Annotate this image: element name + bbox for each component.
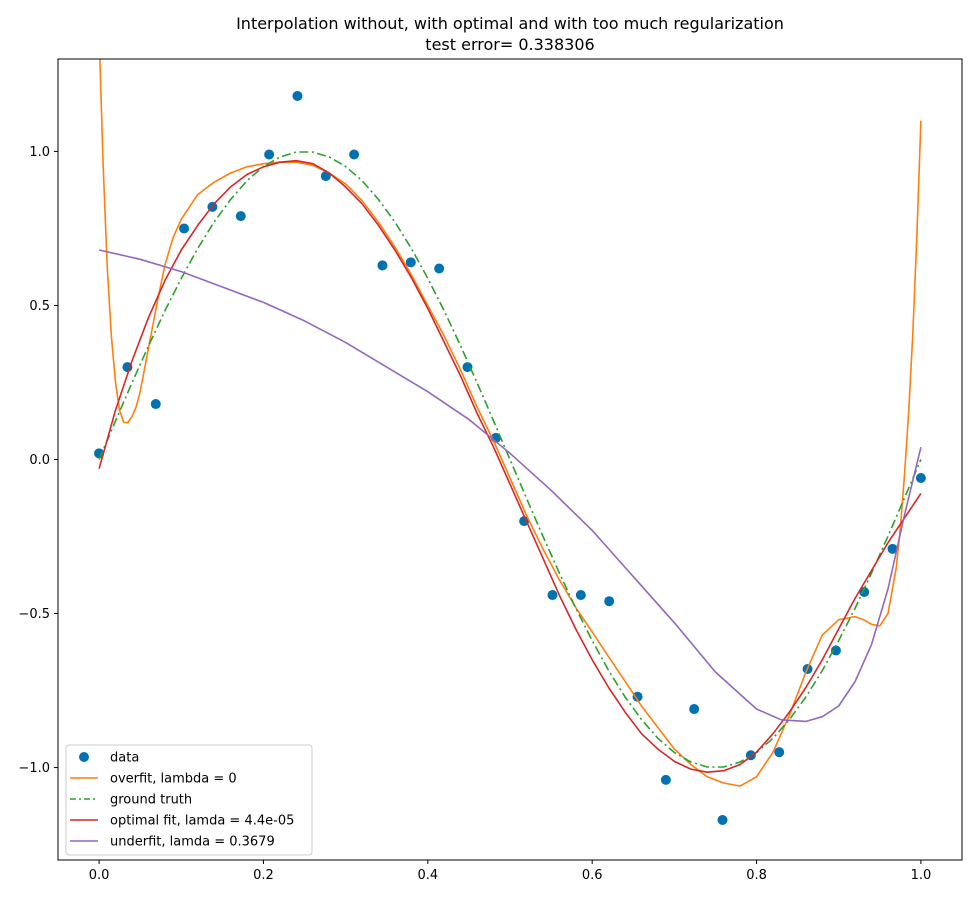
legend-box bbox=[65, 744, 313, 856]
data-point bbox=[859, 586, 870, 597]
data-point bbox=[547, 590, 558, 601]
legend-label: optimal fit, lamda = 4.4e-05 bbox=[110, 814, 294, 829]
data-point bbox=[575, 590, 586, 601]
y-tick-label: −0.5 bbox=[18, 607, 50, 622]
data-point bbox=[349, 149, 360, 160]
data-point bbox=[235, 211, 246, 222]
legend: data overfit, lambda = 0 ground truth optim… bbox=[65, 744, 313, 856]
data-point bbox=[887, 543, 898, 554]
data-point bbox=[320, 171, 331, 182]
data-point bbox=[774, 747, 785, 758]
data-point bbox=[94, 448, 105, 459]
data-point bbox=[434, 263, 445, 274]
chart-title: Interpolation without, with optimal and … bbox=[236, 14, 784, 33]
data-point bbox=[689, 704, 700, 715]
y-tick-label: −1.0 bbox=[18, 761, 50, 776]
y-tick-label: 0.5 bbox=[29, 299, 50, 314]
x-tick-label: 0.6 bbox=[582, 868, 603, 883]
legend-marker bbox=[79, 752, 89, 762]
x-tick-label: 0.4 bbox=[417, 868, 438, 883]
x-tick-label: 0.0 bbox=[89, 868, 110, 883]
data-point bbox=[292, 90, 303, 101]
y-tick-label: 1.0 bbox=[29, 145, 50, 160]
chart-subtitle: test error= 0.338306 bbox=[425, 35, 594, 54]
x-tick-label: 1.0 bbox=[911, 868, 932, 883]
legend-entry: data bbox=[79, 751, 139, 766]
x-tick-label: 0.8 bbox=[746, 868, 767, 883]
legend-entry: underfit, lamda = 0.3679 bbox=[70, 835, 275, 850]
data-point bbox=[150, 399, 161, 410]
data-point bbox=[660, 774, 671, 785]
data-point bbox=[915, 472, 926, 483]
data-point bbox=[830, 645, 841, 656]
data-point bbox=[264, 149, 275, 160]
data-point bbox=[405, 257, 416, 268]
axis-layer: 0.0 0.2 0.4 0.6 0.8 1.0 −1.0 −0.5 0.0 0.5 1.0 bbox=[18, 145, 931, 883]
x-tick-label: 0.2 bbox=[253, 868, 274, 883]
legend-label: ground truth bbox=[110, 793, 192, 808]
data-point bbox=[717, 814, 728, 825]
data-point bbox=[462, 362, 473, 373]
data-point bbox=[604, 596, 615, 607]
series-line-underfit bbox=[98, 249, 922, 723]
data-point bbox=[377, 260, 388, 271]
legend-entry: optimal fit, lamda = 4.4e-05 bbox=[70, 814, 294, 829]
y-tick-label: 0.0 bbox=[29, 453, 50, 468]
legend-entry: overfit, lambda = 0 bbox=[70, 772, 237, 787]
data-point bbox=[179, 223, 190, 234]
series-layer bbox=[94, 59, 926, 825]
legend-label: underfit, lamda = 0.3679 bbox=[110, 835, 275, 850]
series-line-ground-truth bbox=[98, 151, 922, 768]
data-point bbox=[632, 691, 643, 702]
data-point bbox=[519, 516, 530, 527]
series-data bbox=[94, 90, 926, 825]
plot-area bbox=[58, 59, 962, 860]
legend-entry: ground truth bbox=[70, 793, 192, 808]
legend-label: overfit, lambda = 0 bbox=[110, 772, 237, 787]
legend-label: data bbox=[110, 751, 139, 766]
